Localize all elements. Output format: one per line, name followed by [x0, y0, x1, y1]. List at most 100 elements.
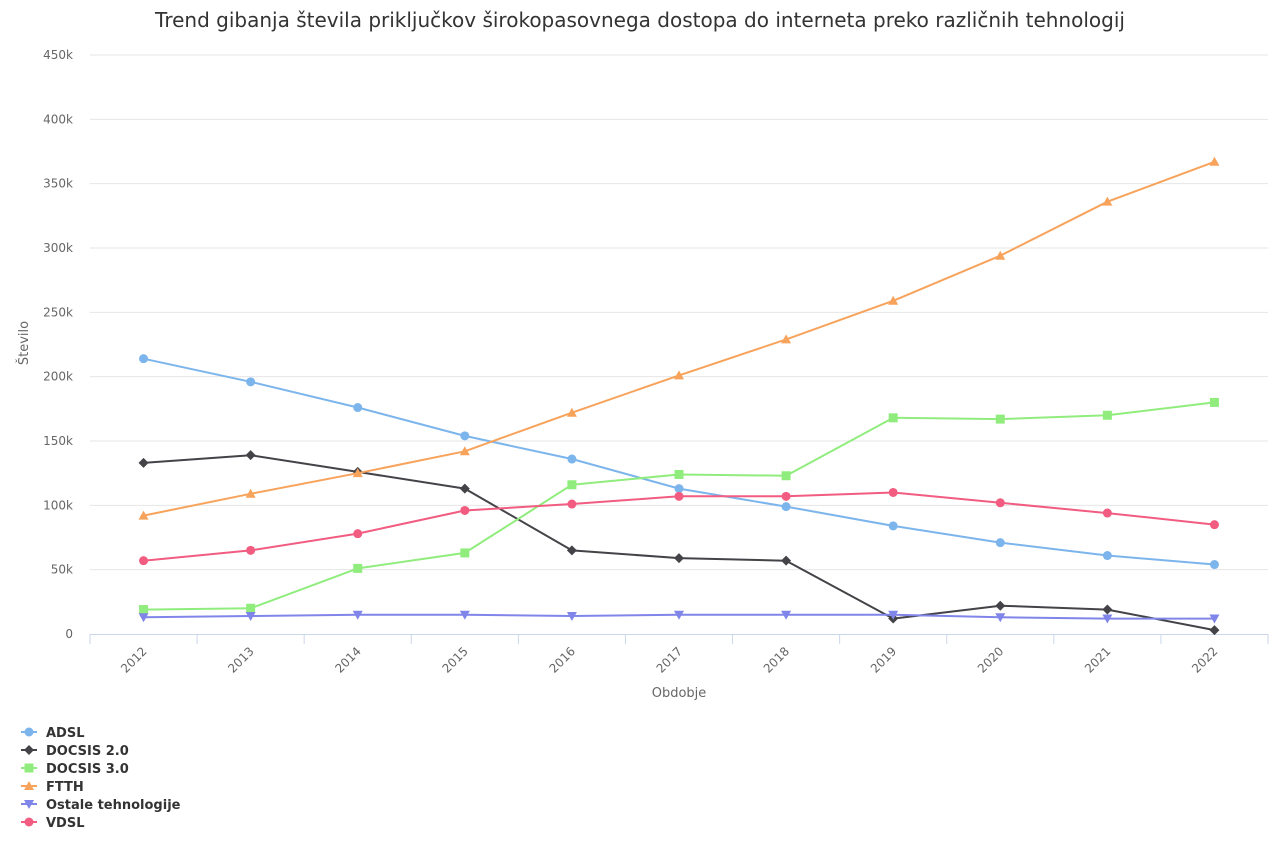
data-point-docsis-3-0: [1102, 410, 1112, 420]
y-tick-label: 400k: [43, 112, 73, 126]
x-axis-title: Obdobje: [652, 686, 707, 701]
data-point-adsl: [995, 538, 1005, 548]
data-point-ftth: [245, 488, 256, 498]
data-point-docsis-3-0: [139, 605, 149, 615]
legend-item-docsis-2-0: DOCSIS 2.0: [21, 744, 129, 759]
y-tick-label: 450k: [43, 48, 73, 62]
data-point-vdsl: [781, 491, 791, 501]
data-point-ftth: [995, 250, 1006, 260]
data-point-docsis-2-0: [566, 545, 577, 556]
y-tick-label: 50k: [51, 563, 73, 577]
legend: ADSL DOCSIS 2.0 DOCSIS 3.0 FTTH Ostale tehno…: [21, 726, 181, 831]
data-point-ostale-tehnologije: [888, 610, 899, 620]
data-point-vdsl: [1209, 520, 1219, 530]
y-tick-label: 300k: [43, 241, 73, 255]
series-line-adsl: [142, 357, 1216, 566]
data-point-ostale-tehnologije: [138, 613, 149, 623]
data-point-ostale-tehnologije: [1102, 614, 1113, 624]
data-point-ostale-tehnologije: [459, 610, 470, 620]
series-layer: [138, 156, 1220, 636]
data-point-docsis-3-0: [674, 469, 684, 479]
y-axis-ticks: 0 50k 100k 150k 200k 250k 300k 350k 400k 450k: [43, 48, 73, 641]
x-tick-label: 2017: [654, 644, 685, 675]
x-tick-label: 2021: [1082, 644, 1113, 675]
data-point-docsis-2-0: [781, 555, 792, 566]
series-vdsl: [139, 487, 1219, 566]
legend-marker: [24, 781, 34, 790]
data-point-adsl: [460, 431, 470, 441]
data-point-docsis-2-0: [459, 483, 470, 494]
data-point-vdsl: [460, 505, 470, 515]
data-point-adsl: [781, 502, 791, 512]
legend-item-adsl: ADSL: [21, 726, 85, 741]
series-line-vdsl: [142, 491, 1216, 562]
data-point-adsl: [139, 354, 149, 364]
x-tick-label: 2014: [332, 644, 363, 675]
series-docsis-3-0: [139, 397, 1219, 615]
data-point-docsis-3-0: [246, 603, 256, 613]
data-point-adsl: [1102, 551, 1112, 561]
data-point-vdsl: [995, 498, 1005, 508]
data-point-ftth: [781, 334, 792, 344]
data-point-docsis-3-0: [567, 480, 577, 490]
data-point-docsis-3-0: [888, 413, 898, 423]
data-point-vdsl: [139, 556, 149, 566]
y-tick-label: 350k: [43, 177, 73, 191]
legend-item-vdsl: VDSL: [21, 816, 85, 831]
legend-item-docsis-3-0: DOCSIS 3.0: [21, 762, 129, 777]
data-point-adsl: [246, 377, 256, 387]
y-tick-label: 200k: [43, 370, 73, 384]
data-point-ostale-tehnologije: [674, 610, 684, 620]
data-point-ostale-tehnologije: [781, 610, 792, 620]
data-point-docsis-3-0: [1209, 397, 1219, 407]
x-tick-label: 2015: [439, 644, 470, 675]
data-point-docsis-2-0: [1209, 625, 1220, 636]
data-point-vdsl: [353, 529, 363, 539]
legend-label: FTTH: [46, 780, 84, 795]
data-point-vdsl: [246, 545, 256, 555]
y-axis-title: Število: [16, 321, 32, 365]
x-tick-label: 2018: [761, 644, 792, 675]
series-ostale-tehnologije: [138, 610, 1220, 624]
data-point-adsl: [888, 521, 898, 531]
data-point-vdsl: [1102, 508, 1112, 518]
data-point-ftth: [138, 510, 149, 520]
data-point-ftth: [888, 295, 899, 305]
data-point-docsis-2-0: [995, 600, 1006, 611]
series-line-docsis-3-0: [142, 401, 1216, 611]
data-point-vdsl: [567, 499, 577, 509]
data-point-ftth: [1102, 196, 1113, 206]
legend-label: DOCSIS 3.0: [46, 762, 129, 777]
data-point-adsl: [353, 403, 363, 413]
chart-title: Trend gibanja števila priključkov široko…: [154, 8, 1125, 32]
data-point-ostale-tehnologije: [566, 611, 577, 621]
legend-item-ostale-tehnologije: Ostale tehnologije: [21, 798, 181, 813]
legend-label: VDSL: [46, 816, 85, 831]
data-point-ostale-tehnologije: [352, 610, 363, 620]
legend-label: DOCSIS 2.0: [46, 744, 129, 759]
legend-label: Ostale tehnologije: [46, 798, 181, 813]
grid-lines: [90, 54, 1268, 571]
y-tick-label: 250k: [43, 305, 73, 319]
y-tick-label: 150k: [43, 434, 73, 448]
x-tick-label: 2020: [975, 644, 1006, 675]
y-tick-label: 0: [65, 627, 73, 641]
data-point-ftth: [459, 446, 470, 456]
series-adsl: [139, 354, 1219, 570]
data-point-docsis-3-0: [995, 414, 1005, 424]
data-point-docsis-2-0: [1102, 604, 1113, 615]
x-tick-label: 2012: [118, 644, 149, 675]
x-tick-label: 2016: [547, 644, 578, 675]
legend-item-ftth: FTTH: [21, 780, 84, 795]
data-point-vdsl: [674, 491, 684, 501]
data-point-docsis-3-0: [460, 548, 470, 558]
data-point-docsis-2-0: [138, 457, 149, 468]
data-point-adsl: [674, 484, 684, 494]
data-point-ostale-tehnologije: [1209, 614, 1220, 624]
legend-marker: [24, 817, 34, 827]
data-point-ftth: [674, 370, 684, 380]
data-point-ostale-tehnologije: [245, 611, 256, 621]
data-point-docsis-3-0: [781, 471, 791, 481]
x-tick-label: 2019: [868, 644, 899, 675]
